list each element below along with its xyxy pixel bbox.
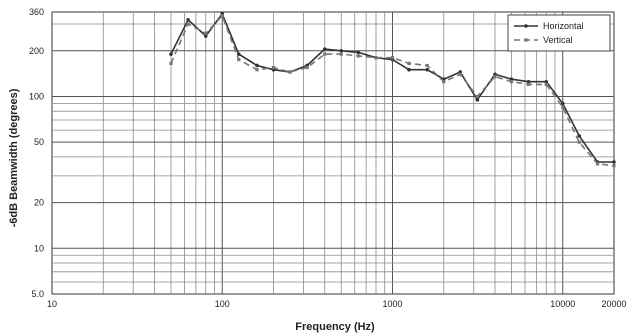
grid [51, 11, 615, 295]
data-point-vertical [526, 82, 531, 87]
data-point-vertical [356, 54, 360, 58]
data-point-horizontal [339, 48, 344, 53]
x-tick-label: 1000 [382, 299, 402, 309]
y-tick-label: 5.0 [31, 289, 44, 299]
data-point-vertical [407, 61, 411, 66]
data-point-vertical [390, 56, 395, 60]
data-point-vertical [475, 94, 479, 99]
data-point-horizontal [612, 160, 616, 164]
data-point-vertical [220, 14, 224, 18]
data-point-vertical [271, 65, 276, 70]
data-point-horizontal [475, 98, 480, 102]
series-lines [169, 12, 616, 168]
x-axis-label: Frequency (Hz) [295, 321, 375, 333]
x-tick-label: 100 [215, 299, 230, 309]
data-point-vertical [204, 31, 208, 36]
data-point-vertical [595, 162, 600, 166]
x-tick-label: 10 [47, 299, 57, 309]
y-tick-label: 200 [29, 46, 44, 56]
data-point-horizontal [577, 134, 582, 138]
data-point-vertical [169, 61, 173, 66]
data-point-horizontal [560, 101, 565, 106]
data-point-vertical [493, 75, 497, 79]
data-point-horizontal [509, 77, 514, 81]
data-point-vertical [612, 164, 616, 168]
data-point-horizontal [356, 50, 361, 55]
data-point-vertical [374, 56, 378, 60]
data-point-vertical [288, 70, 292, 74]
data-point-vertical [442, 80, 446, 84]
y-tick-label: 100 [29, 91, 44, 101]
plot-area [51, 11, 615, 295]
data-point-horizontal [407, 67, 411, 72]
data-point-vertical [561, 105, 565, 109]
data-point-horizontal [203, 34, 208, 38]
data-point-horizontal [236, 52, 241, 56]
data-point-horizontal [526, 79, 531, 84]
y-tick-label: 360 [29, 7, 44, 17]
legend-label-vertical: Vertical [543, 35, 573, 45]
data-point-horizontal [169, 52, 173, 56]
data-point-horizontal [322, 47, 327, 51]
series-line-vertical [170, 14, 615, 167]
data-point-horizontal [186, 17, 190, 22]
data-point-vertical [323, 52, 327, 56]
legend-box [507, 14, 611, 52]
data-point-horizontal [255, 63, 259, 68]
data-point-horizontal [544, 79, 549, 84]
data-point-vertical [544, 82, 548, 87]
y-tick-label: 10 [34, 243, 44, 253]
data-point-vertical [255, 68, 259, 72]
data-point-vertical [305, 65, 309, 70]
data-point-vertical [186, 22, 190, 26]
legend: Horizontal Vertical [507, 14, 611, 52]
y-tick-label: 50 [34, 137, 44, 147]
y-axis-label: -6dB Beamwidth (degrees) [8, 88, 20, 227]
y-tick-label: 20 [34, 198, 44, 208]
data-point-vertical [425, 63, 429, 68]
legend-marker-vertical [524, 38, 528, 42]
data-point-horizontal [425, 67, 430, 72]
data-point-vertical [339, 52, 343, 56]
x-tick-label: 20000 [601, 299, 626, 309]
data-point-vertical [509, 80, 514, 84]
legend-label-horizontal: Horizontal [543, 21, 584, 31]
data-point-vertical [458, 72, 462, 76]
data-point-vertical [577, 140, 581, 144]
x-tick-label: 10000 [550, 299, 575, 309]
data-point-vertical [237, 57, 241, 62]
legend-marker-horizontal [524, 24, 528, 28]
